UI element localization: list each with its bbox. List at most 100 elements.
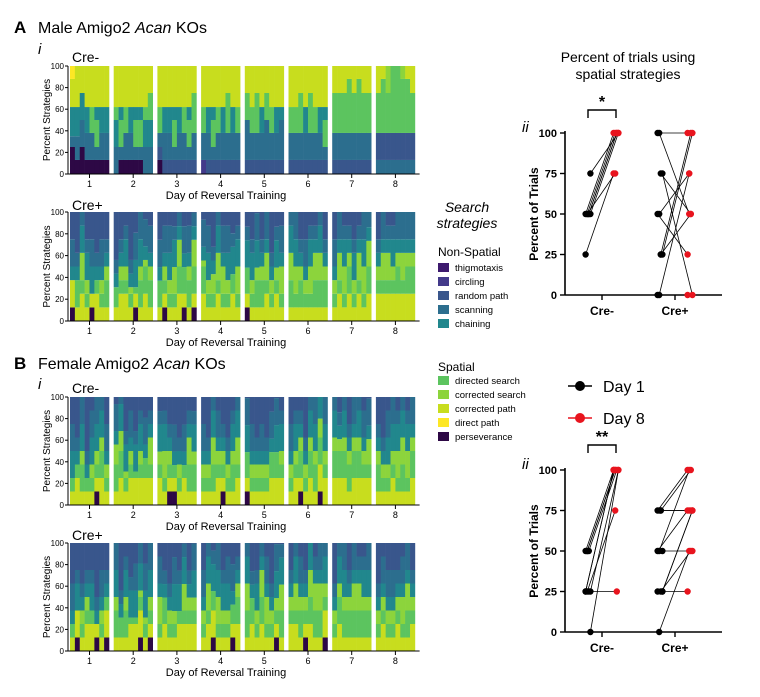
heat-cell (104, 280, 110, 308)
heat-cell (186, 107, 192, 120)
heat-cell (390, 159, 396, 174)
heat-cell (380, 280, 386, 294)
heat-cell (375, 280, 382, 294)
heat-cell (244, 556, 250, 584)
heat-day-label: 3 (174, 510, 179, 520)
heat-cell (84, 159, 90, 174)
heat-cell (191, 464, 197, 492)
heat-cell (405, 66, 411, 79)
heat-y-label: Percent Strategies (42, 556, 53, 638)
heat-cell (361, 132, 367, 160)
heat-day-label: 5 (262, 510, 267, 520)
heat-cell (337, 425, 343, 440)
heat-cell (356, 225, 362, 240)
heat-cell (118, 252, 124, 267)
heat-cell (244, 478, 250, 492)
heat-cell (356, 556, 362, 570)
heat-cell (99, 478, 105, 505)
heat-cell (181, 610, 187, 624)
heat-cell (278, 464, 285, 478)
heat-cell (215, 624, 221, 638)
heat-cell (220, 397, 226, 424)
heat-cell (303, 597, 309, 611)
heat-cell (249, 424, 255, 451)
heat-cell (220, 293, 226, 308)
heat-cell (269, 543, 275, 584)
heat-cell (123, 280, 129, 294)
heat-cell (322, 66, 328, 108)
heat-cell (118, 293, 124, 321)
heat-cell (366, 425, 372, 440)
heat-cell (220, 464, 226, 478)
heat-cell (133, 147, 139, 160)
scatter-pair-line (658, 132, 690, 215)
heat-cell (400, 491, 406, 505)
legend-swatch (438, 432, 449, 441)
heat-cell (89, 610, 95, 624)
heat-cell (176, 611, 183, 624)
heat-cell (337, 66, 343, 93)
heat-cell (390, 610, 396, 624)
heat-cell (201, 159, 207, 174)
heat-cell (205, 293, 212, 308)
heat-cell (128, 397, 134, 411)
heat-cell (259, 570, 265, 597)
heat-cell (186, 610, 192, 624)
heat-cell (337, 478, 343, 505)
heat-cell (172, 624, 178, 638)
heat-cell (312, 212, 319, 226)
heat-cell (293, 239, 299, 267)
heat-cell (104, 464, 110, 478)
heat-cell (235, 132, 241, 160)
heat-cell (138, 239, 144, 267)
heat-y-tick-label: 40 (55, 458, 64, 467)
heat-cell (99, 132, 105, 160)
heat-cell (269, 252, 275, 267)
heat-cell (113, 120, 119, 147)
legend-swatch (438, 404, 449, 413)
heat-cell (351, 570, 357, 584)
heat-cell (356, 132, 362, 160)
heat-cell (215, 410, 221, 438)
scatter-y-label: Percent of Trials (527, 167, 541, 261)
heat-cell (298, 266, 304, 281)
heat-cell (123, 66, 129, 108)
heat-cell (215, 597, 221, 624)
heat-cell (205, 491, 212, 505)
heat-cell (147, 570, 153, 597)
legend-nonspatial-header: Non-Spatial (438, 245, 501, 259)
heat-cell (128, 451, 134, 465)
heat-cell (186, 66, 192, 108)
heat-cell (375, 451, 382, 465)
heat-cell (244, 159, 250, 174)
heat-cell (70, 478, 76, 492)
heat-cell (79, 147, 85, 174)
heat-cell (269, 478, 275, 505)
panel-b-letter: B (14, 354, 26, 373)
heat-cell (70, 307, 76, 321)
heat-cell (356, 478, 362, 505)
heat-cell (215, 451, 221, 465)
legend-title-line1: Search (445, 199, 490, 215)
heat-cell (215, 570, 221, 597)
heat-cell (400, 280, 406, 294)
heat-cell (128, 410, 134, 438)
heat-cell (332, 239, 338, 267)
heat-cell (322, 451, 328, 465)
heat-cell (147, 252, 153, 267)
heat-cell (356, 280, 362, 294)
heat-cell (303, 280, 309, 294)
legend-label: directed search (455, 376, 520, 387)
heat-cell (366, 637, 372, 651)
legend-label: chaining (455, 319, 490, 330)
heat-cell (162, 212, 168, 226)
heat-cell (361, 556, 367, 570)
heat-cell (298, 597, 304, 611)
heat-cell (259, 159, 265, 174)
heat-cell (405, 293, 411, 321)
heat-cell (244, 293, 250, 308)
heat-cell (332, 597, 338, 611)
heat-cell (133, 259, 139, 288)
heat-cell (341, 637, 348, 651)
